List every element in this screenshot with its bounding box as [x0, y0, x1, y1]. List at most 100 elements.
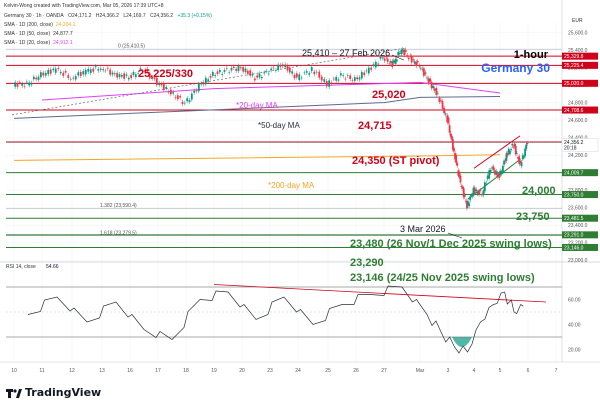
candle-down	[517, 156, 519, 159]
price-tick-label: 24,600.0	[568, 118, 588, 124]
rsi-value: 54.66	[46, 264, 59, 270]
candle-down	[232, 66, 235, 68]
candle-down	[130, 74, 133, 79]
candle-up	[310, 67, 313, 72]
candle-down	[455, 154, 458, 163]
candle-up	[468, 203, 471, 206]
candle-up	[59, 71, 62, 74]
candle-down	[446, 115, 449, 123]
candle-down	[179, 96, 182, 98]
candle-down	[435, 87, 438, 95]
candle-up	[32, 76, 35, 80]
resistance-tag-label: 25,225.4	[564, 63, 584, 69]
candle-down	[424, 72, 427, 75]
candle-down	[42, 72, 45, 76]
price-tick-label: 23,400.0	[568, 223, 588, 229]
candle-down	[512, 146, 515, 148]
candle-up	[193, 90, 196, 93]
price-axis[interactable]: 25,600.025,400.025,200.025,000.024,800.0…	[561, 30, 599, 264]
candle-up	[305, 71, 308, 73]
candle-down	[256, 75, 259, 78]
support-level-label: 24,000	[522, 185, 556, 197]
candle-up	[244, 68, 247, 72]
candle-down	[176, 95, 179, 100]
candle-down	[479, 190, 482, 191]
candle-up	[21, 83, 24, 86]
candle-up	[284, 64, 287, 68]
candle-up	[25, 81, 28, 83]
candle-down	[429, 78, 432, 82]
candle-up	[125, 74, 128, 76]
rsi-trendline	[213, 284, 547, 303]
price-tick-label: 23,000.0	[568, 258, 588, 264]
candle-down	[116, 72, 119, 78]
candle-down	[514, 145, 517, 155]
sma200-value: 24,204.1	[55, 22, 76, 28]
candle-up	[303, 72, 306, 74]
candle-up	[509, 151, 511, 155]
resistance-tag	[562, 61, 598, 69]
candle-down	[325, 81, 328, 87]
candle-down	[449, 133, 452, 137]
candle-up	[339, 73, 342, 76]
candle-up	[436, 92, 439, 94]
time-tick-label: 12	[69, 368, 75, 374]
indicator-sma200[interactable]: SMA · 1D (200, close) 24,204.1	[4, 22, 76, 28]
rsi-tick-label: 20.00	[568, 347, 581, 353]
candle-down	[79, 72, 82, 76]
candle-down	[494, 170, 496, 175]
annotations: 0 (25,410.5) 1.382 (23,590.4) 1.618 (23,27…	[100, 44, 556, 284]
candle-up	[471, 194, 474, 197]
support-tag	[562, 243, 598, 251]
candle-down	[451, 139, 454, 150]
ohlc-close: C24,356.2	[150, 13, 174, 19]
candle-up	[120, 74, 123, 77]
candle-down	[18, 81, 21, 83]
ma-line	[13, 154, 501, 161]
candle-up	[491, 167, 493, 169]
rsi-title: RSI 14, close	[6, 264, 36, 270]
candle-up	[172, 92, 175, 94]
candle-up	[74, 76, 77, 80]
candle-up	[397, 51, 400, 55]
candle-down	[239, 67, 242, 69]
candle-up	[69, 78, 72, 80]
candle-down	[225, 68, 228, 69]
candle-up	[500, 171, 503, 175]
candle-down	[410, 56, 413, 63]
indicator-sma50[interactable]: SMA · 1D (50, close) 24,877.7	[4, 31, 73, 37]
candle-up	[467, 201, 469, 206]
candle-up	[469, 196, 472, 201]
candle-down	[504, 160, 507, 162]
time-tick-label: 5	[499, 368, 502, 374]
candle-down	[407, 57, 410, 60]
candle-down	[195, 90, 198, 92]
tradingview-logo[interactable]: TradingView	[6, 386, 101, 399]
candle-up	[379, 56, 382, 59]
candle-down	[473, 187, 476, 194]
support-level-label: 23,290	[350, 257, 384, 269]
candle-down	[57, 68, 60, 70]
time-axis[interactable]: 10 11 12 13 16 17 18 19 20 23 24 25 26 27 Mar 3 4 5 6 7	[11, 368, 557, 374]
candle-up	[127, 77, 130, 80]
candle-down	[383, 58, 386, 61]
fib-label: 0 (25,410.5)	[118, 44, 145, 50]
indicator-sma20[interactable]: SMA · 1D (20, close) 24,912.1	[4, 40, 73, 46]
candle-up	[485, 182, 488, 184]
candle-up	[37, 76, 40, 80]
last-price-value: 24,356.2	[564, 140, 584, 146]
candle-down	[441, 101, 444, 109]
candle-up	[510, 149, 512, 151]
chart-subtitle: Germany 30	[481, 61, 550, 75]
symbol-name[interactable]: Germany 30 · 1h · OANDA	[4, 13, 64, 19]
candle-up	[516, 153, 518, 154]
candle-up	[183, 102, 186, 104]
candle-up	[99, 68, 102, 70]
candle-down	[492, 166, 495, 171]
candle-up	[505, 153, 508, 161]
time-tick-label: 16	[127, 368, 133, 374]
candle-up	[188, 100, 191, 103]
candle-up	[87, 68, 90, 72]
swing-high-pointer	[391, 54, 405, 61]
